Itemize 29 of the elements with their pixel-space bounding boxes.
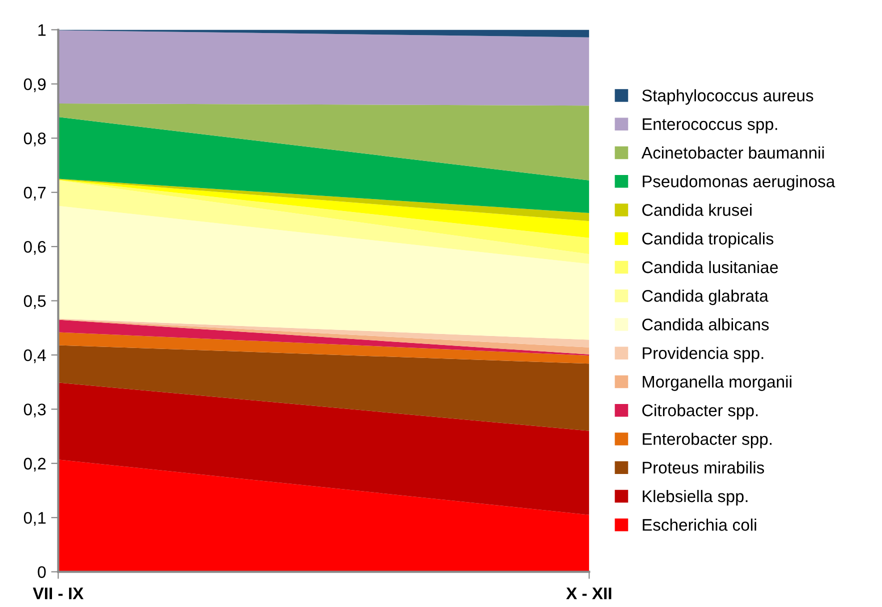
legend-label: Acinetobacter baumannii xyxy=(641,146,824,159)
legend-label: Citrobacter spp. xyxy=(642,404,758,420)
legend-label: Candida albicans xyxy=(642,318,769,330)
y-tick-label: 0,1 xyxy=(24,512,46,526)
legend-label: Proteus mirabilis xyxy=(642,461,764,474)
legend-label: Staphylococcus aureus xyxy=(642,89,814,105)
y-tick-label: 0,6 xyxy=(24,240,46,255)
legend-label: Enterococcus spp. xyxy=(642,118,778,134)
legend-label: Morganella morganii xyxy=(642,375,792,391)
legend-label: Candida lusitaniae xyxy=(642,260,778,274)
x-tick-label: X - XII xyxy=(566,588,612,600)
y-tick-label: 0,4 xyxy=(24,349,46,364)
y-tick-label: 1 xyxy=(38,24,46,36)
legend-label: Klebsiella spp. xyxy=(642,490,748,506)
y-tick-label: 0,9 xyxy=(24,78,46,92)
y-tick-label: 0,3 xyxy=(24,404,46,418)
y-tick-label: 0,2 xyxy=(24,458,46,472)
legend-label: Escherichia coli xyxy=(642,518,756,531)
y-tick-label: 0,5 xyxy=(24,295,46,309)
legend-label: Enterobacter spp. xyxy=(642,432,772,448)
y-tick-label: 0,8 xyxy=(24,132,46,146)
text: Candida tropicalis xyxy=(642,232,774,248)
y-tick-label: 0 xyxy=(38,566,46,578)
x-tick-label: VII - IX xyxy=(32,588,84,600)
series-label: Pseudomonas aeruginosa xyxy=(642,175,836,191)
legend-label: Candida glabrata xyxy=(642,290,768,306)
legend-label: Candida krusei xyxy=(642,204,752,216)
y-tick-label: 0,7 xyxy=(24,186,46,201)
text: Providencia spp. xyxy=(642,346,764,362)
